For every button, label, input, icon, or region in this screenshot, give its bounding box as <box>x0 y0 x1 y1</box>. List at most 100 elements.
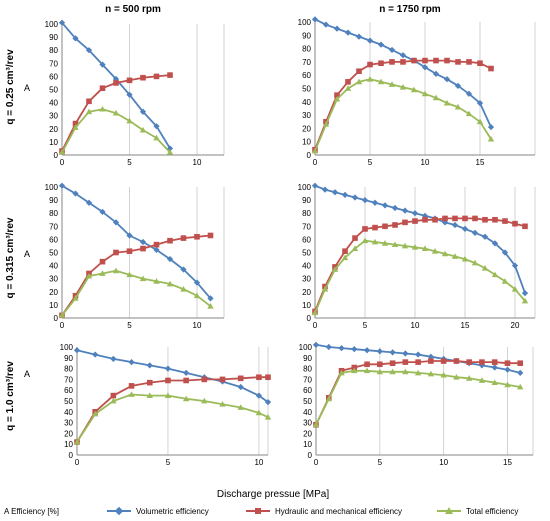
y-tick-label: 90 <box>49 33 58 42</box>
data-point-hydraulic <box>334 92 340 98</box>
data-point-volumetric <box>333 25 341 32</box>
data-point-total <box>344 85 352 91</box>
series-line-hydraulic <box>76 376 268 443</box>
data-point-hydraulic <box>482 216 488 223</box>
data-point-hydraulic <box>402 359 409 365</box>
data-point-total <box>376 368 384 375</box>
data-point-volumetric <box>376 348 383 355</box>
y-tick-label: 10 <box>302 138 311 147</box>
legend-label-volumetric: Volumetric efficiency <box>136 507 209 516</box>
series-line-total <box>61 108 171 154</box>
y-tick-label: 60 <box>303 386 312 395</box>
data-point-total <box>325 395 332 402</box>
y-tick-label: 100 <box>298 183 312 192</box>
data-point-volumetric <box>363 347 371 354</box>
data-point-hydraulic <box>378 60 384 67</box>
data-point-volumetric <box>237 383 244 391</box>
data-point-total <box>72 295 79 301</box>
data-point-volumetric <box>110 355 117 362</box>
data-point-total <box>521 297 529 304</box>
data-point-total <box>333 95 341 102</box>
data-point-hydraulic <box>466 59 472 65</box>
y-tick-label: 80 <box>303 365 312 374</box>
data-point-hydraulic <box>237 375 244 382</box>
data-point-total <box>465 110 473 117</box>
data-point-hydraulic <box>364 361 370 368</box>
y-tick-label: 70 <box>302 222 311 231</box>
x-tick-label: 0 <box>314 458 319 467</box>
y-tick-label: 90 <box>64 354 73 363</box>
data-point-total <box>361 237 369 244</box>
data-point-total <box>366 75 374 82</box>
data-point-volumetric <box>92 351 99 358</box>
y-tick-label: 80 <box>64 365 73 374</box>
data-point-volumetric <box>325 343 332 351</box>
x-axis-label: Discharge pressue [MPa] <box>217 489 329 500</box>
data-point-hydraulic <box>351 364 358 371</box>
data-point-volumetric <box>402 350 409 357</box>
data-point-total <box>126 117 133 124</box>
data-point-volumetric <box>85 199 93 206</box>
x-tick-label: 5 <box>127 158 132 167</box>
data-point-volumetric <box>517 369 524 377</box>
data-point-hydraulic <box>342 248 348 254</box>
y-tick-label: 50 <box>302 249 311 258</box>
data-point-hydraulic <box>167 72 173 78</box>
y-tick-label: 100 <box>298 18 312 27</box>
data-point-hydraulic <box>146 379 153 386</box>
data-point-hydraulic <box>488 65 494 72</box>
data-point-volumetric <box>128 359 135 366</box>
data-point-total <box>431 247 439 254</box>
y-tick-label: 0 <box>307 314 312 323</box>
data-point-total <box>443 99 451 106</box>
data-point-total <box>237 404 244 410</box>
data-point-volumetric <box>461 225 469 233</box>
series-line-volumetric <box>314 184 526 294</box>
data-point-total <box>476 118 484 125</box>
y-tick-label: 60 <box>49 72 58 81</box>
x-tick-label: 5 <box>363 321 368 330</box>
data-point-total <box>432 94 440 101</box>
row-label-q025: q = 0.25 cm³/rev <box>5 49 16 125</box>
data-point-volumetric <box>72 190 79 197</box>
data-point-total <box>112 109 120 116</box>
data-point-hydraulic <box>491 359 498 365</box>
y-tick-label: 50 <box>49 249 58 258</box>
data-point-total <box>388 81 396 87</box>
y-tick-label: 30 <box>64 419 73 428</box>
y-tick-label: 80 <box>302 209 311 218</box>
data-point-volumetric <box>361 196 369 204</box>
data-point-total <box>312 421 320 428</box>
y-tick-label: 20 <box>302 124 311 133</box>
data-point-hydraulic <box>411 57 417 64</box>
data-point-total <box>219 401 226 407</box>
data-point-total <box>451 253 459 259</box>
data-point-total <box>166 280 174 287</box>
y-tick-label: 60 <box>302 71 311 80</box>
data-point-hydraulic <box>402 219 408 226</box>
legend-item-total: Total efficiency <box>437 507 518 516</box>
data-point-volumetric <box>255 392 263 399</box>
y-tick-label: 40 <box>303 408 312 417</box>
data-point-volumetric <box>411 210 419 217</box>
data-point-total <box>72 124 79 130</box>
y-tick-label: 10 <box>302 301 311 310</box>
data-point-total <box>139 126 147 133</box>
data-point-volumetric <box>471 229 479 236</box>
data-point-hydraulic <box>415 359 421 365</box>
data-point-volumetric <box>183 369 190 377</box>
data-point-hydraulic <box>453 358 460 364</box>
y-tick-label: 90 <box>302 31 311 40</box>
data-point-volumetric <box>355 33 363 40</box>
legend-item-volumetric: Volumetric efficiency <box>107 506 209 516</box>
y-tick-label: 50 <box>64 397 73 406</box>
y-tick-label: 30 <box>303 419 312 428</box>
data-point-volumetric <box>126 232 133 239</box>
data-point-hydraulic <box>265 374 271 381</box>
data-point-total <box>126 271 133 278</box>
data-point-hydraulic <box>433 57 439 64</box>
data-point-hydraulic <box>110 392 117 399</box>
data-point-volumetric <box>487 123 495 131</box>
data-point-hydraulic <box>444 57 450 64</box>
